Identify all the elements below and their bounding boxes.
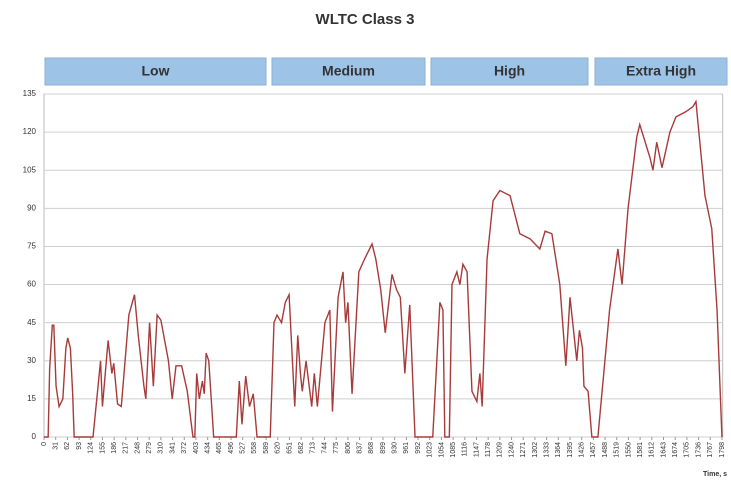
x-tick-label: 589 <box>263 442 270 454</box>
x-tick-label: 1178 <box>485 442 492 457</box>
x-tick-label: 1364 <box>555 442 562 458</box>
x-tick-label: 713 <box>310 442 317 454</box>
chart-title: WLTC Class 3 <box>316 11 415 28</box>
x-tick-label: 1674 <box>672 442 679 458</box>
x-tick-label: 465 <box>216 442 223 454</box>
x-axis-label: Time, s <box>703 471 727 478</box>
x-tick-label: 1395 <box>567 442 574 458</box>
x-tick-label: 1643 <box>660 442 667 458</box>
y-tick-label: 45 <box>27 318 36 327</box>
x-tick-label: 279 <box>146 442 153 454</box>
x-tick-label: 124 <box>88 442 95 454</box>
x-tick-label: 1085 <box>450 442 457 458</box>
x-tick-label: 1147 <box>473 442 480 457</box>
y-tick-label: 75 <box>27 242 36 251</box>
x-tick-label: 1519 <box>614 442 621 458</box>
x-tick-label: 31 <box>53 442 60 450</box>
phase-label: Medium <box>322 63 375 79</box>
x-tick-label: 1023 <box>427 442 434 458</box>
x-tick-label: 341 <box>169 442 176 454</box>
x-tick-label: 93 <box>76 442 83 450</box>
x-tick-label: 992 <box>415 442 422 454</box>
phase-box <box>44 57 267 86</box>
x-tick-label: 744 <box>321 442 328 454</box>
y-tick-label: 15 <box>27 394 36 403</box>
x-tick-label: 1550 <box>625 442 632 458</box>
y-tick-label: 30 <box>27 356 36 365</box>
speed-line <box>44 99 723 438</box>
x-tick-label: 1736 <box>695 442 702 458</box>
x-tick-label: 310 <box>158 442 165 454</box>
x-tick-label: 527 <box>240 442 247 454</box>
x-tick-label: 930 <box>392 442 399 454</box>
phase-label: High <box>494 63 525 79</box>
x-tick-label: 155 <box>99 442 106 454</box>
x-tick-label: 186 <box>111 442 118 454</box>
y-tick-label: 120 <box>23 127 37 136</box>
x-tick-label: 1209 <box>497 442 504 458</box>
x-tick-label: 961 <box>403 442 410 454</box>
x-tick-label: 372 <box>181 442 188 454</box>
x-tick-label: 496 <box>228 442 235 454</box>
x-tick-label: 1240 <box>508 442 515 458</box>
x-tick-label: 62 <box>64 442 71 450</box>
x-tick-label: 806 <box>345 442 352 454</box>
x-tick-label: 682 <box>298 442 305 454</box>
phase-label: Low <box>142 63 170 79</box>
x-tick-label: 248 <box>134 442 141 454</box>
x-tick-label: 1767 <box>707 442 714 458</box>
y-tick-label: 0 <box>32 432 37 441</box>
y-tick-label: 60 <box>27 280 36 289</box>
x-tick-label: 899 <box>380 442 387 454</box>
x-tick-label: 620 <box>275 442 282 454</box>
x-tick-label: 651 <box>286 442 293 454</box>
phase-label: Extra High <box>626 63 696 79</box>
x-tick-label: 1302 <box>532 442 539 458</box>
x-tick-label: 1271 <box>520 442 527 458</box>
x-tick-label: 1333 <box>543 442 550 458</box>
x-tick-label: 1488 <box>602 442 609 458</box>
x-tick-label: 837 <box>356 442 363 454</box>
x-tick-label: 775 <box>333 442 340 454</box>
x-tick-label: 1705 <box>684 442 691 458</box>
x-tick-label: 0 <box>41 442 48 446</box>
x-tick-label: 1457 <box>590 442 597 458</box>
x-tick-label: 1612 <box>649 442 656 458</box>
y-tick-label: 90 <box>27 203 36 212</box>
x-tick-label: 1054 <box>438 442 445 458</box>
x-tick-label: 217 <box>123 442 130 454</box>
x-tick-label: 1426 <box>579 442 586 458</box>
x-tick-label: 558 <box>251 442 258 454</box>
x-tick-label: 1798 <box>719 442 726 458</box>
phase-box <box>271 57 426 86</box>
y-tick-label: 105 <box>23 165 37 174</box>
x-tick-label: 403 <box>193 442 200 454</box>
x-tick-label: 434 <box>204 442 211 454</box>
x-tick-label: 1116 <box>462 442 469 457</box>
x-tick-label: 1581 <box>637 442 644 458</box>
phase-box <box>594 57 728 86</box>
x-tick-label: 868 <box>368 442 375 454</box>
phase-box <box>430 57 589 86</box>
y-tick-label: 135 <box>23 89 37 98</box>
